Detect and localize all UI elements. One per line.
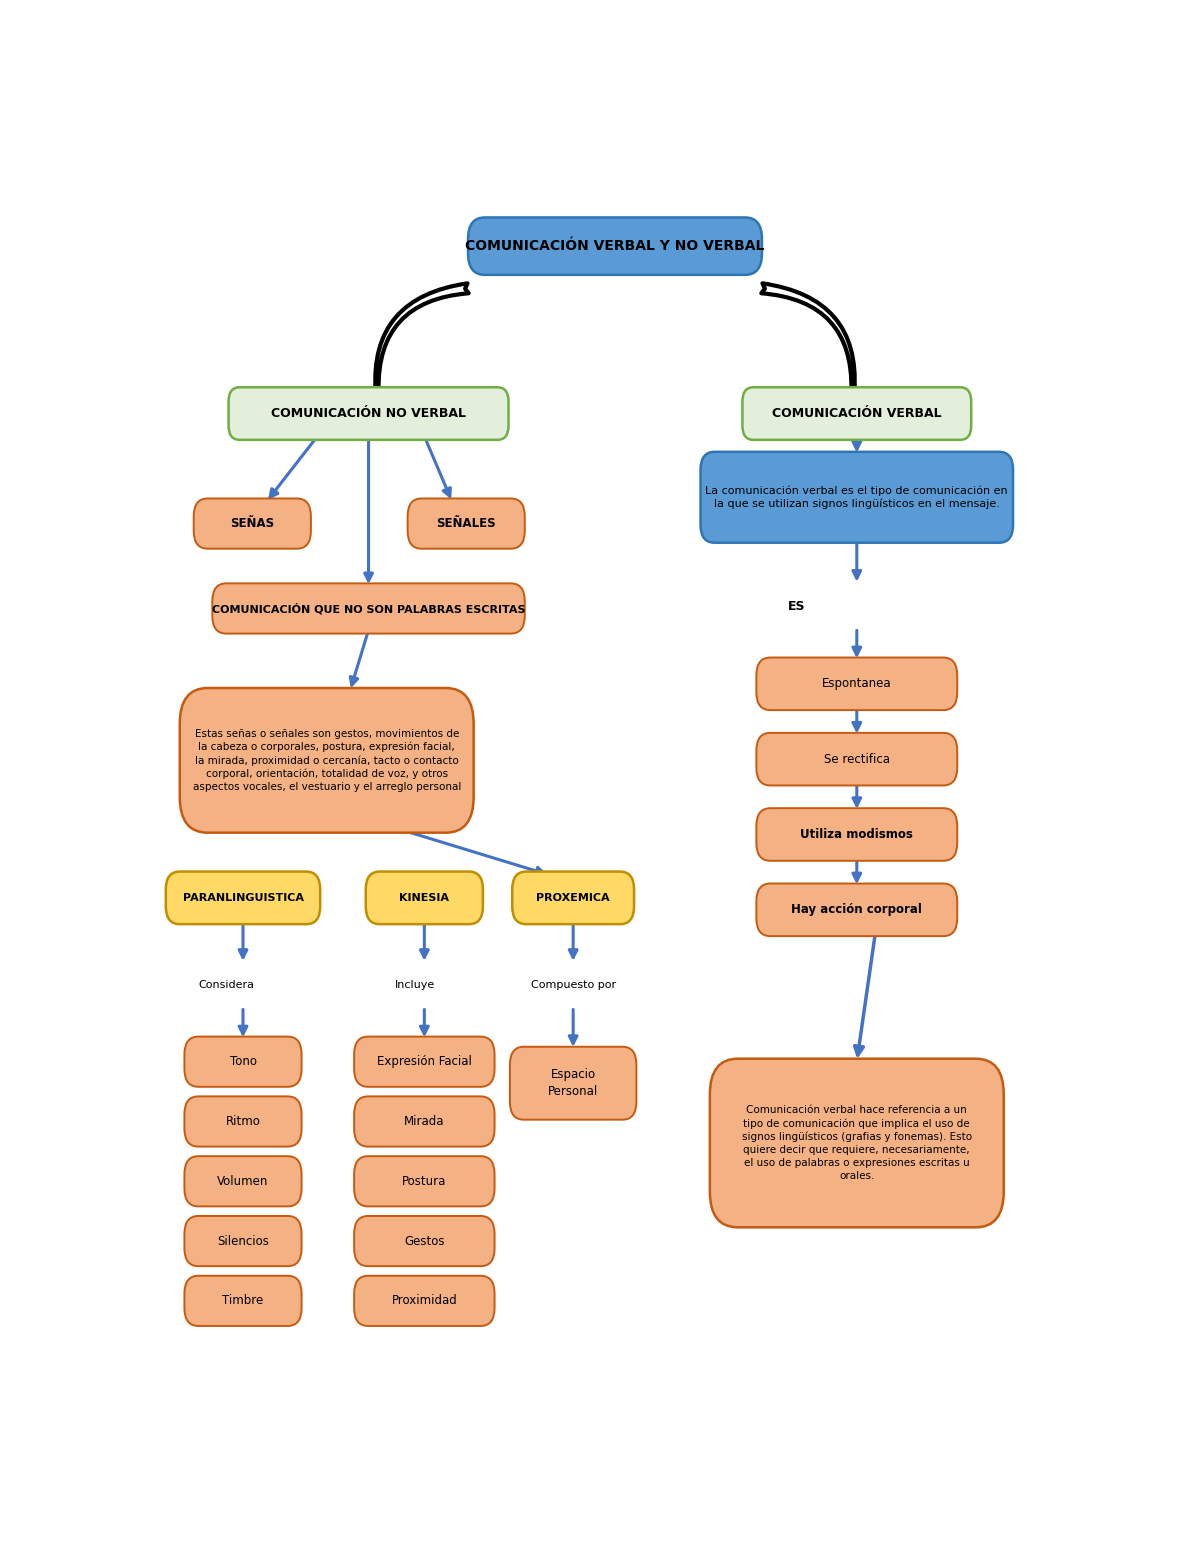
FancyBboxPatch shape xyxy=(701,452,1013,542)
Text: KINESIA: KINESIA xyxy=(400,893,449,902)
Text: Proximidad: Proximidad xyxy=(391,1294,457,1308)
FancyBboxPatch shape xyxy=(354,1096,494,1146)
FancyBboxPatch shape xyxy=(743,387,971,439)
FancyBboxPatch shape xyxy=(180,688,474,832)
FancyBboxPatch shape xyxy=(185,1036,301,1087)
Text: Timbre: Timbre xyxy=(222,1294,264,1308)
FancyBboxPatch shape xyxy=(193,499,311,548)
Text: Espacio
Personal: Espacio Personal xyxy=(548,1068,599,1098)
FancyBboxPatch shape xyxy=(366,871,482,924)
FancyBboxPatch shape xyxy=(510,1047,636,1120)
Text: Utiliza modismos: Utiliza modismos xyxy=(800,828,913,842)
FancyBboxPatch shape xyxy=(756,808,958,860)
FancyBboxPatch shape xyxy=(166,871,320,924)
FancyBboxPatch shape xyxy=(228,387,509,439)
Text: PARANLINGUISTICA: PARANLINGUISTICA xyxy=(182,893,304,902)
Text: ES: ES xyxy=(787,599,805,612)
Text: Mirada: Mirada xyxy=(404,1115,444,1127)
Text: La comunicación verbal es el tipo de comunicación en
la que se utilizan signos l: La comunicación verbal es el tipo de com… xyxy=(706,485,1008,509)
FancyBboxPatch shape xyxy=(354,1036,494,1087)
Text: Comunicación verbal hace referencia a un
tipo de comunicación que implica el uso: Comunicación verbal hace referencia a un… xyxy=(742,1106,972,1180)
FancyBboxPatch shape xyxy=(354,1216,494,1266)
Text: COMUNICACIÓN VERBAL Y NO VERBAL: COMUNICACIÓN VERBAL Y NO VERBAL xyxy=(466,239,764,253)
Text: Incluye: Incluye xyxy=(395,980,436,991)
FancyBboxPatch shape xyxy=(354,1155,494,1207)
FancyBboxPatch shape xyxy=(512,871,634,924)
FancyBboxPatch shape xyxy=(185,1096,301,1146)
Text: SEÑAS: SEÑAS xyxy=(230,517,275,530)
FancyBboxPatch shape xyxy=(354,1275,494,1326)
Text: Expresión Facial: Expresión Facial xyxy=(377,1054,472,1068)
FancyBboxPatch shape xyxy=(756,884,958,936)
Text: Hay acción corporal: Hay acción corporal xyxy=(791,904,923,916)
Text: Postura: Postura xyxy=(402,1174,446,1188)
FancyBboxPatch shape xyxy=(408,499,524,548)
FancyBboxPatch shape xyxy=(212,584,524,634)
Text: COMUNICACIÓN QUE NO SON PALABRAS ESCRITAS: COMUNICACIÓN QUE NO SON PALABRAS ESCRITA… xyxy=(211,603,526,615)
Text: Silencios: Silencios xyxy=(217,1235,269,1247)
FancyBboxPatch shape xyxy=(710,1059,1003,1227)
FancyBboxPatch shape xyxy=(185,1275,301,1326)
Text: Gestos: Gestos xyxy=(404,1235,444,1247)
Text: Considera: Considera xyxy=(198,980,254,991)
Text: Espontanea: Espontanea xyxy=(822,677,892,691)
Text: COMUNICACIÓN NO VERBAL: COMUNICACIÓN NO VERBAL xyxy=(271,407,466,419)
FancyBboxPatch shape xyxy=(756,733,958,786)
FancyBboxPatch shape xyxy=(468,217,762,275)
Text: SEÑALES: SEÑALES xyxy=(437,517,496,530)
Text: Ritmo: Ritmo xyxy=(226,1115,260,1127)
FancyBboxPatch shape xyxy=(185,1155,301,1207)
Text: Se rectifica: Se rectifica xyxy=(823,753,890,766)
Text: Estas señas o señales son gestos, movimientos de
la cabeza o corporales, postura: Estas señas o señales son gestos, movimi… xyxy=(192,728,461,792)
Text: Compuesto por: Compuesto por xyxy=(530,980,616,991)
FancyBboxPatch shape xyxy=(756,657,958,710)
FancyBboxPatch shape xyxy=(185,1216,301,1266)
Text: Volumen: Volumen xyxy=(217,1174,269,1188)
Text: Tono: Tono xyxy=(229,1054,257,1068)
Text: COMUNICACIÓN VERBAL: COMUNICACIÓN VERBAL xyxy=(772,407,942,419)
Text: PROXEMICA: PROXEMICA xyxy=(536,893,610,902)
